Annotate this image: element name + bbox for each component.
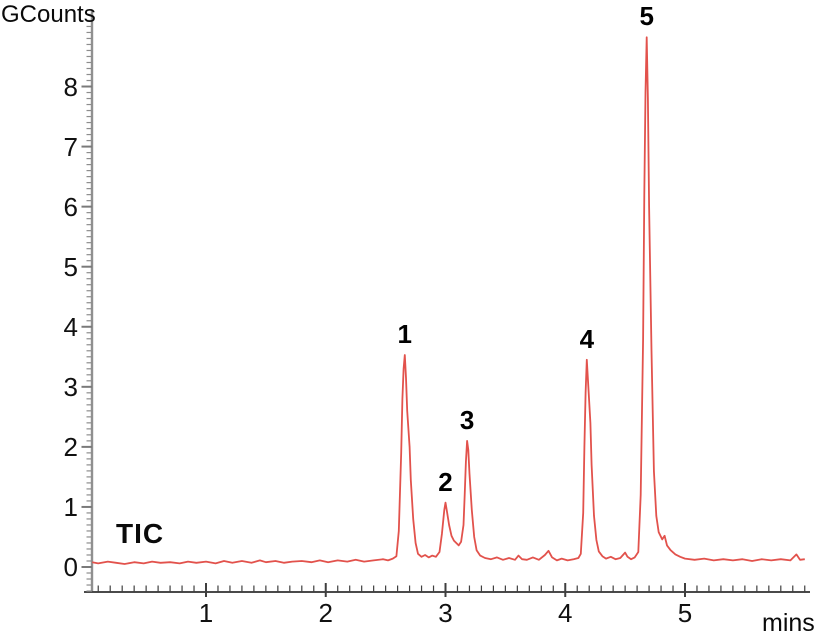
peak-label: 2 — [438, 466, 453, 497]
peak-label: 1 — [397, 318, 413, 349]
x-tick-label: 2 — [318, 598, 333, 628]
y-tick-label: 6 — [63, 191, 78, 222]
x-tick-label: 1 — [198, 598, 214, 628]
y-tick-label: 8 — [63, 71, 78, 102]
trace-label-tic: TIC — [116, 518, 165, 549]
y-tick-label: 1 — [63, 491, 78, 522]
x-tick-label: 5 — [677, 598, 693, 628]
x-axis-title: mins — [762, 609, 814, 637]
y-tick-label: 0 — [63, 552, 78, 582]
y-tick-label: 7 — [63, 131, 78, 162]
peak-label: 5 — [639, 1, 654, 32]
y-tick-label: 2 — [63, 431, 78, 462]
x-tick-label: 3 — [438, 598, 453, 628]
y-tick-label: 4 — [63, 311, 78, 342]
x-tick-label: 4 — [558, 598, 573, 628]
peak-label: 4 — [579, 323, 595, 354]
peak-label: 3 — [459, 404, 475, 435]
y-tick-label: 3 — [63, 371, 78, 402]
y-axis-title: GCounts — [1, 1, 96, 28]
y-tick-label: 5 — [63, 251, 78, 282]
trace-path — [92, 36, 805, 565]
